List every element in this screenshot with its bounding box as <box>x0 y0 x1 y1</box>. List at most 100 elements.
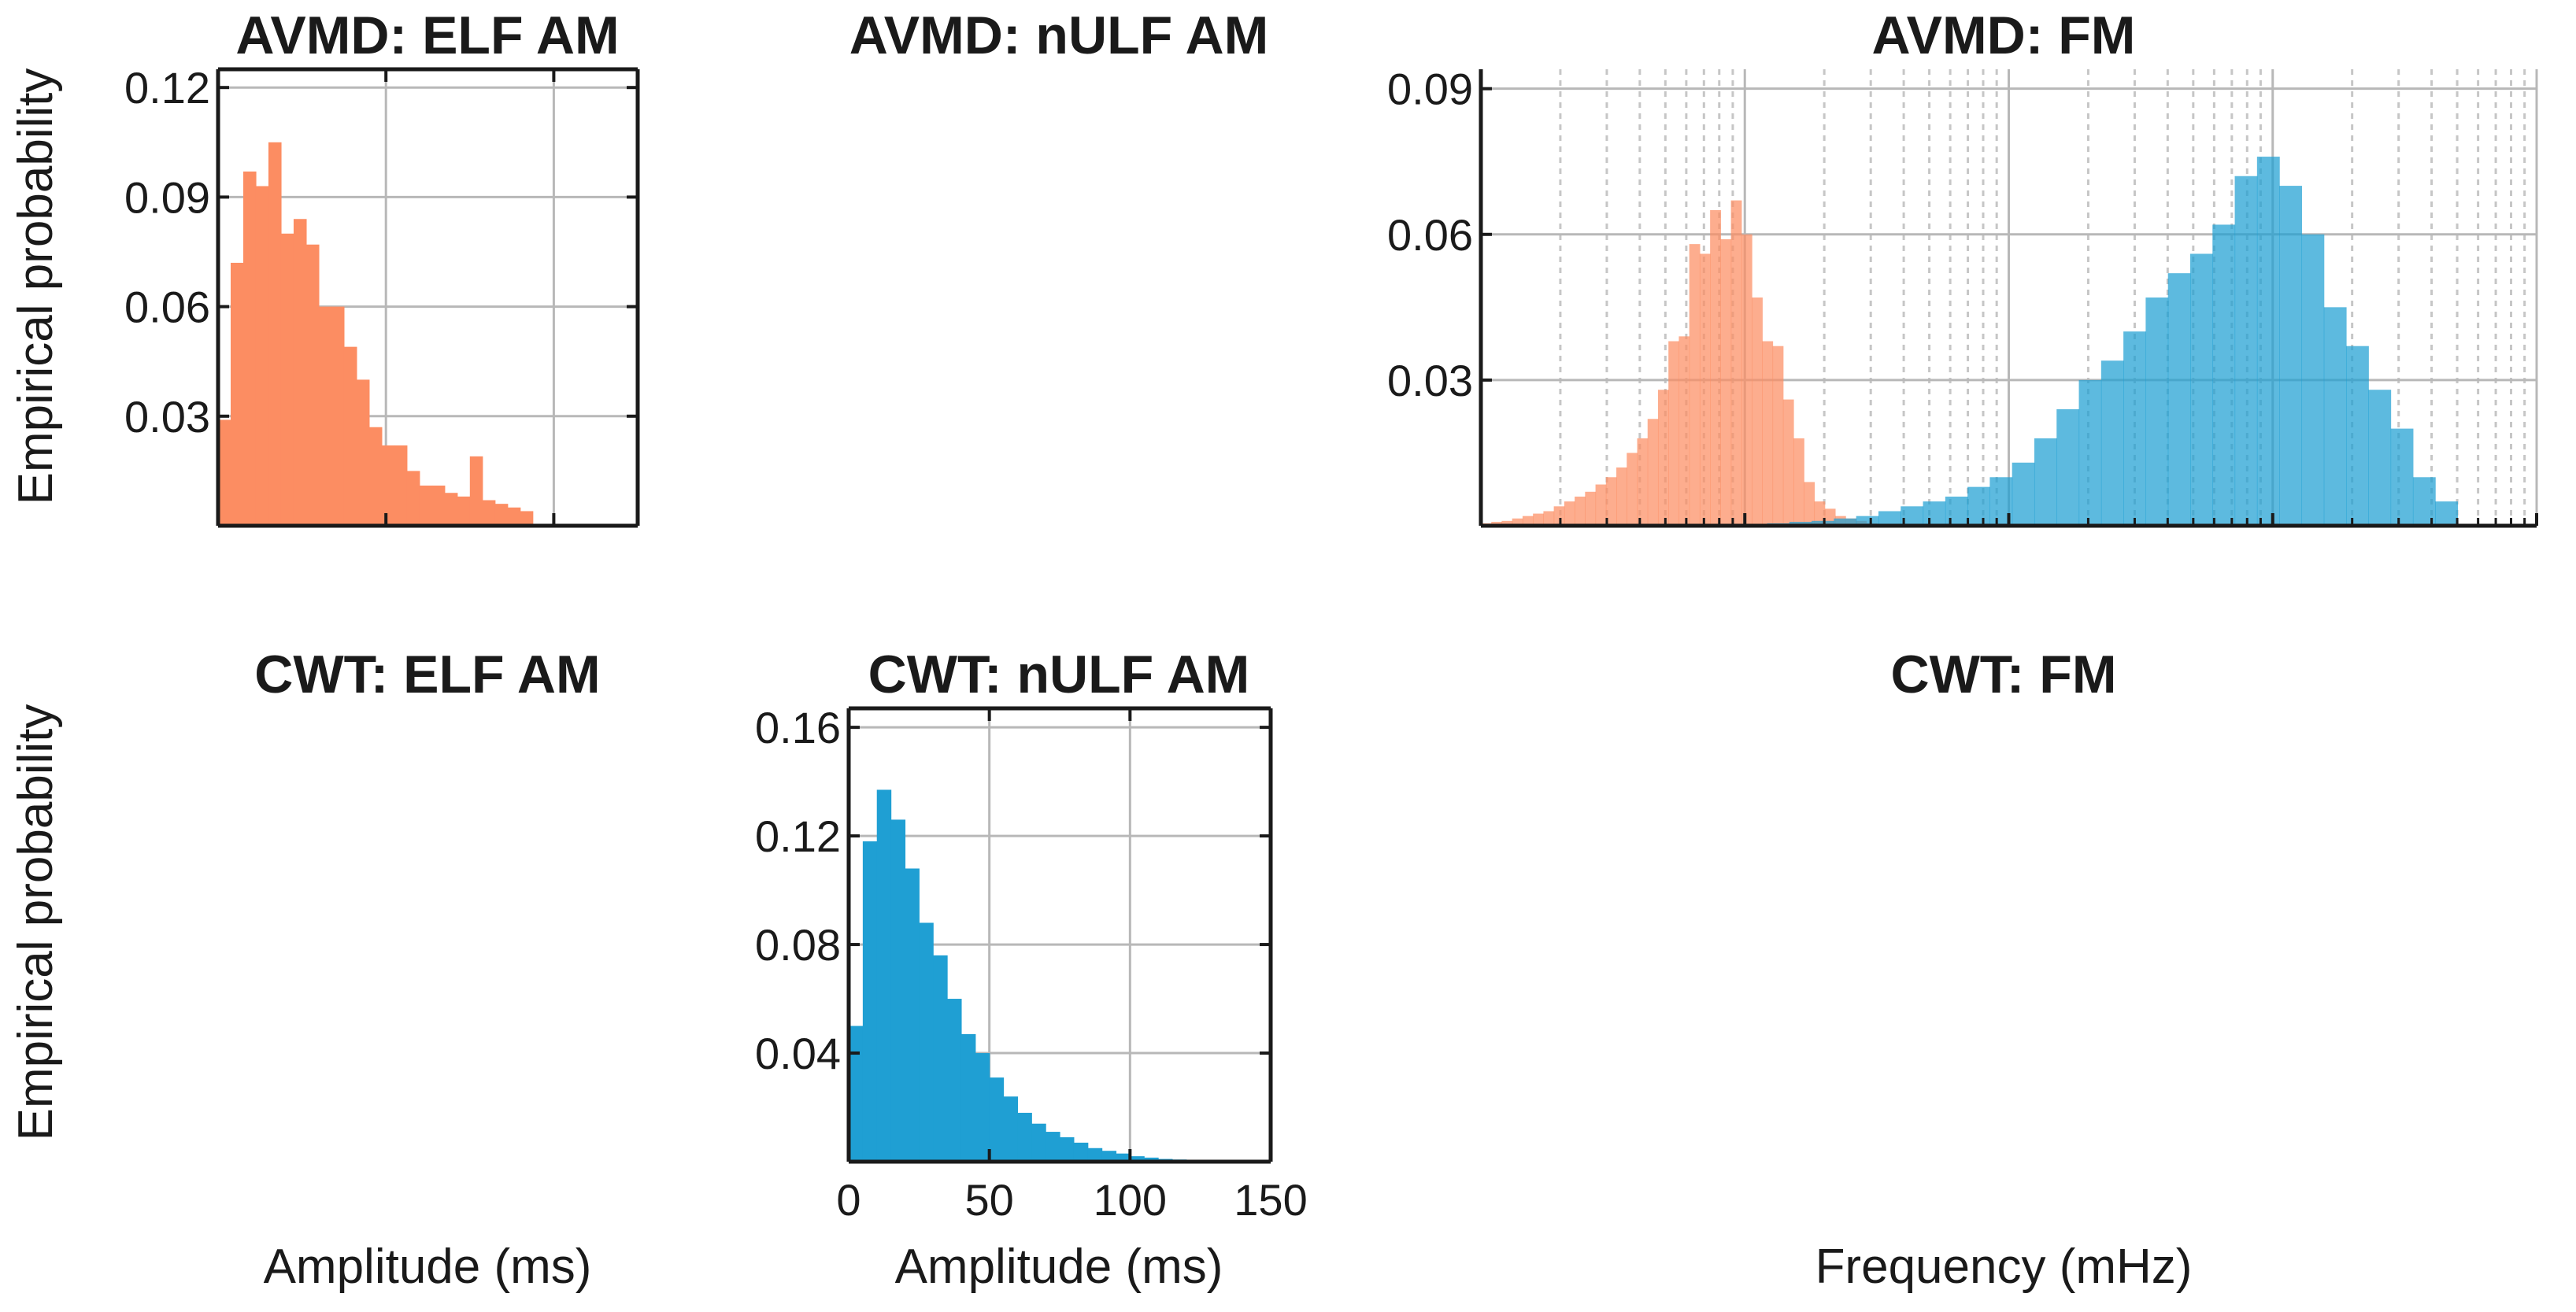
y-tick-label: 0.08 <box>755 920 841 970</box>
histogram-bar-orange <box>1553 506 1565 526</box>
histogram-bar-elf-am <box>268 142 282 527</box>
histogram-bar-nulf-am <box>919 922 934 1162</box>
histogram-bar-nulf-am <box>1031 1123 1046 1162</box>
histogram-bar-blue <box>1834 518 1857 526</box>
histogram-bar-elf-am <box>444 493 458 526</box>
histogram-bar-orange <box>1814 501 1826 526</box>
histogram-bar-nulf-am <box>1073 1142 1089 1162</box>
y-tick-label: 0.03 <box>1387 356 1473 405</box>
histogram-bar-orange <box>1512 518 1523 526</box>
histogram-bar-blue <box>2279 186 2303 526</box>
panel-title-cwt-elf-am: CWT: ELF AM <box>254 645 600 704</box>
histogram-bar-orange <box>1585 491 1597 526</box>
histogram-bar-elf-am <box>242 171 257 527</box>
histogram-bar-elf-am <box>419 485 433 526</box>
histogram-bar-nulf-am <box>905 868 920 1162</box>
y-tick-label: 0.12 <box>755 811 841 861</box>
histogram-bar-orange <box>1637 438 1649 526</box>
histogram-bar-nulf-am <box>862 841 878 1162</box>
y-axis-label-bottom: Empirical probability <box>9 704 63 1141</box>
histogram-bar-blue <box>1945 496 1968 526</box>
histogram-bar-elf-am <box>431 485 446 526</box>
histogram-bar-nulf-am <box>1046 1132 1060 1162</box>
histogram-bar-blue <box>2435 501 2459 526</box>
x-axis-label-cwt-fm: Frequency (mHz) <box>1815 1240 2193 1294</box>
y-tick-label: 0.12 <box>124 63 210 113</box>
histogram-bar-elf-am <box>255 186 269 527</box>
histogram-bar-elf-am <box>469 456 483 526</box>
histogram-bar-nulf-am <box>890 819 906 1162</box>
x-tick-label: 0 <box>836 1175 861 1225</box>
histogram-bar-nulf-am <box>975 1053 990 1162</box>
histogram-bar-nulf-am <box>1116 1153 1131 1162</box>
histogram-bar-orange <box>1564 501 1575 526</box>
histogram-bar-elf-am <box>482 500 496 526</box>
histogram-bar-nulf-am <box>1003 1096 1018 1162</box>
histogram-bar-blue <box>2390 428 2414 526</box>
y-tick-label: 0.03 <box>124 392 210 442</box>
y-tick-label: 0.09 <box>1387 65 1473 114</box>
panel-title-avmd-nulf-am: AVMD: nULF AM0.030.060.090.120100200 <box>849 6 1269 65</box>
histogram-bar-blue <box>2368 390 2392 526</box>
histogram-bar-elf-am <box>368 427 383 526</box>
histogram-bar-orange <box>1501 520 1513 526</box>
histogram-bar-orange <box>1605 477 1617 526</box>
panel-avmd-elf-am: AVMD: ELF AM0.040.080.120.16 Empirical p… <box>9 6 640 528</box>
histogram-bar-nulf-am <box>876 789 892 1162</box>
histogram-bar-blue <box>2167 273 2191 526</box>
histogram-bar-orange <box>1668 341 1680 526</box>
panel-cwt-nulf-am: CWT: nULF AM Amplitude (ms) <box>868 645 1250 1294</box>
histogram-bar-elf-am <box>280 233 294 526</box>
histogram-bar-blue <box>2078 379 2102 526</box>
histogram-bar-nulf-am <box>1144 1157 1159 1162</box>
histogram-bar-blue <box>2056 408 2080 526</box>
histogram-bar-orange <box>1678 336 1690 526</box>
histogram-bar-nulf-am <box>1087 1148 1103 1162</box>
x-tick-label: 150 <box>1234 1175 1307 1225</box>
histogram-bar-nulf-am <box>989 1077 1005 1162</box>
histogram-bar-orange <box>1741 234 1752 526</box>
histogram-bar-elf-am <box>394 445 408 526</box>
panel-cwt-fm: CWT: FM Frequency (mHz) <box>1815 645 2193 1294</box>
histogram-bar-orange <box>1595 484 1607 526</box>
histogram-bar-nulf-am <box>1060 1136 1075 1162</box>
y-tick-label: 0.06 <box>124 283 210 332</box>
histogram-bar-orange <box>1657 390 1669 526</box>
histogram-bar-orange <box>1730 200 1742 526</box>
histogram-bar-elf-am <box>293 219 307 526</box>
histogram-bar-elf-am <box>230 262 244 526</box>
histogram-bar-elf-am <box>494 504 509 526</box>
histogram-bar-orange <box>1533 513 1545 526</box>
histogram-bar-elf-am <box>305 244 320 526</box>
histogram-bar-elf-am <box>507 507 521 526</box>
histogram-bar-elf-am <box>343 346 357 526</box>
y-axis-label-top: Empirical probability <box>9 68 63 505</box>
y-tick-label: 0.16 <box>755 703 841 752</box>
histogram-bar-orange <box>1752 298 1763 526</box>
histogram-bar-orange <box>1804 482 1815 526</box>
x-axis-label-cwt-nulf-am: Amplitude (ms) <box>895 1240 1223 1294</box>
panel-title-avmd-fm: AVMD: FM0.030.060.090.0010.010.1110 <box>1872 6 2136 65</box>
histogram-bar-elf-am <box>218 419 231 526</box>
histogram-bar-elf-am <box>318 306 332 526</box>
histogram-bar-blue <box>2345 346 2369 526</box>
histogram-bar-blue <box>2256 157 2280 526</box>
x-axis-label-cwt-elf-am: Amplitude (ms) <box>264 1240 592 1294</box>
histogram-bar-elf-am <box>406 471 420 526</box>
histogram-bar-orange <box>1575 496 1586 526</box>
histogram-bar-orange <box>1522 516 1534 526</box>
panel-title-cwt-fm: CWT: FM <box>1890 645 2116 704</box>
histogram-bar-orange <box>1627 453 1638 526</box>
histogram-bar-blue <box>2412 477 2436 526</box>
panel-avmd-fm: AVMD: FM0.030.060.090.0010.010.1110 0.04… <box>755 6 2135 1225</box>
histogram-bar-orange <box>1689 244 1701 526</box>
histogram-bar-nulf-am <box>947 999 962 1162</box>
histogram-bar-orange <box>1543 511 1555 526</box>
histogram-bar-blue <box>2301 234 2325 526</box>
panel-title-cwt-nulf-am: CWT: nULF AM <box>868 645 1250 704</box>
histogram-bar-orange <box>1710 209 1721 526</box>
histogram-bar-orange <box>1699 253 1711 526</box>
histogram-bar-orange <box>1616 467 1627 526</box>
histogram-bar-orange <box>1762 341 1774 526</box>
